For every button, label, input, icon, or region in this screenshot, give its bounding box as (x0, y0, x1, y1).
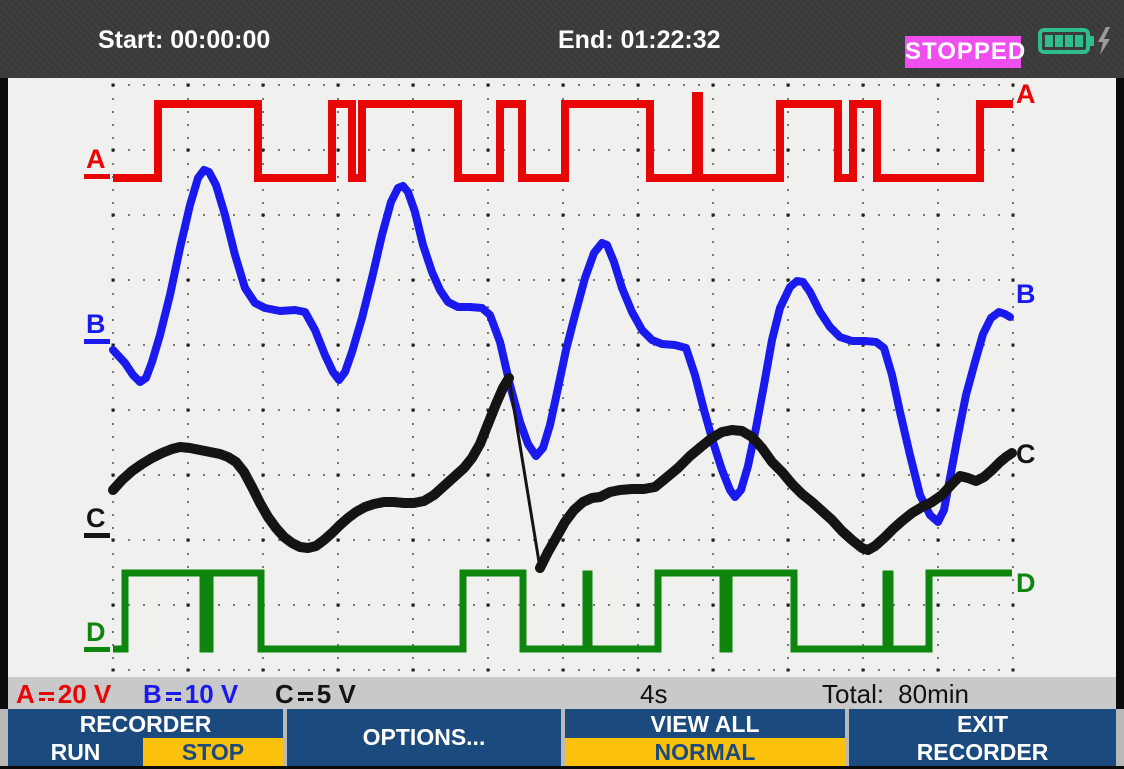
channel-a-label: A (16, 679, 35, 709)
run-option[interactable]: RUN (50, 739, 101, 765)
channel-d-right-marker: D (1016, 568, 1036, 598)
channel-d-left-marker: D (86, 617, 106, 647)
recorder-title: RECORDER (79, 711, 212, 737)
channel-b-scale: 10 V (184, 679, 239, 709)
channel-c-right-marker: C (1016, 439, 1036, 469)
charging-bolt-icon (1098, 27, 1110, 55)
channel-b-readout: B 10 V (143, 679, 238, 710)
channel-b-label: B (143, 679, 162, 709)
recording-start-time: Start: 00:00:00 (98, 26, 271, 54)
view-all-option[interactable]: VIEW ALL (650, 711, 760, 737)
channel-c-readout: C 5 V (275, 679, 356, 710)
dc-coupling-icon (297, 692, 313, 701)
measurement-readout-bar: A 20 V B 10 V C 5 V 4s Total: 80min (8, 677, 1116, 709)
screen-left-border (0, 78, 8, 769)
screen-right-border (1116, 78, 1124, 769)
channel-b-right-marker: B (1016, 279, 1036, 309)
stop-option-selected[interactable]: STOP (143, 738, 283, 766)
softkey-bar: RECORDER RUN STOP OPTIONS... VIEW ALL NO… (0, 709, 1124, 766)
dc-coupling-icon (38, 692, 54, 701)
channel-c-left-marker: C (86, 503, 106, 533)
total-value: 80min (898, 679, 969, 709)
options-label: OPTIONS... (362, 724, 486, 750)
battery-icon (1038, 26, 1114, 56)
normal-option-selected[interactable]: NORMAL (565, 738, 845, 766)
exit-label: EXIT (956, 711, 1009, 737)
total-duration-readout: Total: 80min (822, 679, 969, 710)
channel-c-scale: 5 V (316, 679, 356, 709)
waveform-chart: A A B B C C D D (84, 79, 1036, 672)
recorder-status-badge: STOPPED (905, 36, 1025, 68)
channel-c-label: C (275, 679, 294, 709)
channel-b-left-marker: B (86, 309, 106, 339)
recording-end-time: End: 01:22:32 (558, 26, 721, 54)
softkey-view-mode[interactable]: VIEW ALL NORMAL (565, 709, 845, 766)
channel-a-scale: 20 V (57, 679, 112, 709)
total-label: Total: (822, 679, 885, 709)
softkey-options[interactable]: OPTIONS... (287, 709, 561, 766)
softkey-recorder-run-stop[interactable]: RECORDER RUN STOP (8, 709, 283, 766)
channel-a-left-marker: A (86, 144, 106, 174)
timebase-readout: 4s (640, 679, 668, 709)
channel-a-readout: A 20 V (16, 679, 111, 710)
screen-bottom-border (0, 766, 1124, 769)
exit-recorder-label: RECORDER (916, 739, 1049, 765)
softkey-exit-recorder[interactable]: EXIT RECORDER (849, 709, 1116, 766)
channel-a-right-marker: A (1016, 79, 1036, 109)
dc-coupling-icon (165, 692, 181, 701)
top-status-bar: Start: 00:00:00 End: 01:22:32 STOPPED (0, 0, 1124, 78)
